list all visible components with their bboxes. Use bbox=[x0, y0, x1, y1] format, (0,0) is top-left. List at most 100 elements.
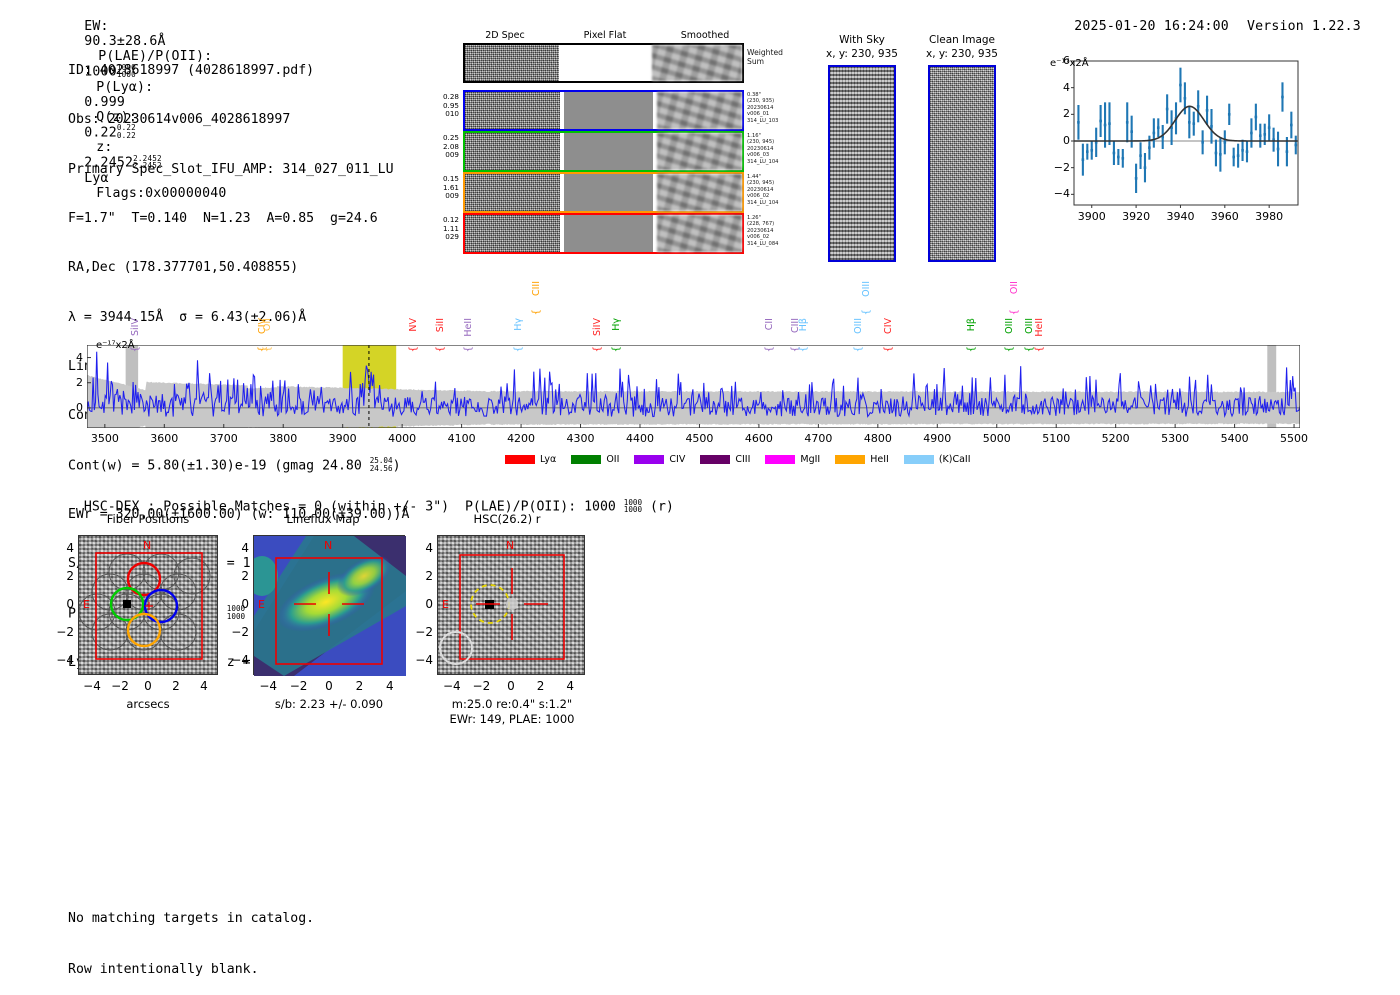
hsc-dex-summary: HSC-DEX : Possible Matches = 0 (within +… bbox=[83, 497, 674, 515]
spectrum-xtick: 5200 bbox=[1101, 432, 1130, 445]
emission-line-label-oii: OII bbox=[1008, 281, 1020, 295]
panel-xtick: 0 bbox=[507, 679, 515, 693]
panel-ytick: −2 bbox=[56, 625, 74, 639]
lineflux-map-image[interactable]: N E bbox=[253, 535, 406, 676]
spectrum-ytick: 4 bbox=[76, 350, 83, 364]
emission-line-brace: { bbox=[408, 346, 420, 353]
info-seeing: F=1.7" T=0.140 N=1.23 A=0.85 g=24.6 bbox=[68, 210, 378, 226]
legend-swatch bbox=[634, 454, 665, 464]
legend-item[interactable]: (K)CaII bbox=[903, 454, 971, 465]
fit-xtick: 3940 bbox=[1166, 210, 1195, 223]
panel-xlabel-fiber-positions: arcsecs bbox=[126, 697, 170, 711]
full-spectrum-svg bbox=[86, 344, 1301, 441]
fiber-strip-2[interactable] bbox=[463, 131, 744, 172]
spectrum-xtick: 4000 bbox=[388, 432, 417, 445]
fiber-meta-4: 1.26" (228, 767) 20230614 v006_02 314_LU_0… bbox=[747, 215, 779, 247]
emission-line-brace: { bbox=[1008, 309, 1020, 316]
full-spectrum-plot[interactable] bbox=[86, 344, 1301, 441]
weighted-sum-label: Weighted Sum bbox=[747, 48, 783, 66]
qz-label: Q(z): bbox=[96, 109, 137, 125]
timestamp: 2025-01-20 16:24:00 bbox=[1074, 19, 1229, 34]
emission-line-label-hγ: Hγ bbox=[611, 318, 623, 331]
fiber-positions-image[interactable]: N E bbox=[78, 535, 218, 675]
emission-line-label-hγ: Hγ bbox=[512, 318, 524, 331]
cutout-coords-clean: x, y: 230, 935 bbox=[926, 48, 998, 60]
legend-item[interactable]: CIV bbox=[634, 454, 685, 465]
plya-label: P(Lyα): bbox=[96, 79, 154, 95]
info-ewr: EWr = 320.00(±1600.00) (w: 110.00(±39.00… bbox=[68, 507, 410, 522]
spectrum-xtick: 4200 bbox=[507, 432, 536, 445]
spectrum-xtick: 4400 bbox=[625, 432, 654, 445]
footer-note: No matching targets in catalog. Row inte… bbox=[68, 876, 314, 995]
legend-item[interactable]: OII bbox=[571, 454, 619, 465]
legend-swatch bbox=[505, 454, 535, 464]
hsc-plae-fraction: 1000 1000 bbox=[623, 497, 643, 515]
hsc-image-overlay bbox=[439, 554, 565, 665]
legend-item[interactable]: Lyα bbox=[505, 454, 556, 465]
panel-xlabel-hsc-image: m:25.0 re:0.4" s:1.2" bbox=[451, 697, 573, 711]
timestamp-version: 2025-01-20 16:24:00 Version 1.22.3 bbox=[1058, 4, 1361, 34]
hsc-image[interactable]: N E bbox=[437, 535, 585, 675]
gmag-fraction: 25.04 24.56 bbox=[369, 456, 393, 473]
line-fit-svg bbox=[1071, 60, 1299, 208]
fiber-strip-1[interactable] bbox=[463, 90, 744, 131]
fiber-meta-2: 1.16" (230, 945) 20230614 v006_03 314_LU_1… bbox=[747, 133, 779, 165]
cutout-image-clean[interactable] bbox=[928, 65, 996, 262]
emission-line-brace: { bbox=[860, 309, 872, 316]
emission-line-brace: { bbox=[435, 346, 447, 353]
col-title-smoothed: Smoothed bbox=[680, 30, 730, 41]
panel-ytick: −2 bbox=[415, 625, 433, 639]
info-primary-spec: Primary Spec_Slot_IFU_AMP: 314_027_011_L… bbox=[68, 161, 394, 177]
fit-xtick: 3980 bbox=[1255, 210, 1284, 223]
spectrum-xtick: 3900 bbox=[328, 432, 357, 445]
weighted-sum-strip bbox=[463, 43, 744, 83]
legend-item[interactable]: MgII bbox=[765, 454, 820, 465]
z-species: Lyα bbox=[84, 170, 109, 186]
panel-xtick: 0 bbox=[144, 679, 152, 693]
spectrum-xtick: 5100 bbox=[1042, 432, 1071, 445]
emission-line-brace: { bbox=[592, 346, 604, 353]
legend-swatch bbox=[571, 454, 602, 464]
emission-line-label-ciii: CIII bbox=[531, 281, 543, 297]
spectrum-xtick: 4500 bbox=[685, 432, 714, 445]
emission-line-brace: { bbox=[882, 346, 894, 353]
fit-ytick: 6 bbox=[1063, 54, 1070, 67]
legend-item[interactable]: HeII bbox=[835, 454, 889, 465]
col-title-pixelflat: Pixel Flat bbox=[583, 30, 627, 41]
emission-line-brace: { bbox=[611, 346, 623, 353]
spectrum-ytick: 0 bbox=[76, 400, 83, 414]
emission-line-brace: { bbox=[463, 346, 475, 353]
fit-ytick: 2 bbox=[1063, 107, 1070, 121]
plae-value: 1000 bbox=[84, 64, 117, 80]
compass-e-1: E bbox=[83, 598, 90, 611]
z-value: 2.2452 bbox=[84, 155, 134, 171]
panel-ytick: −4 bbox=[56, 653, 74, 667]
spectrum-xtick: 3600 bbox=[150, 432, 179, 445]
emission-line-label-oiii: OIII bbox=[852, 318, 864, 334]
spectrum-xtick: 4600 bbox=[744, 432, 773, 445]
legend-label: Lyα bbox=[540, 453, 557, 465]
version-label: Version 1.22.3 bbox=[1246, 19, 1361, 34]
spectrum-xtick: 5500 bbox=[1280, 432, 1309, 445]
fiber-strip-4[interactable] bbox=[463, 213, 744, 254]
legend-item[interactable]: CIII bbox=[700, 454, 750, 465]
line-fit-plot[interactable] bbox=[1044, 55, 1302, 227]
panel-xtick: 4 bbox=[200, 679, 208, 693]
emission-line-brace: { bbox=[798, 346, 810, 353]
z-label: z: bbox=[96, 140, 113, 156]
panel-xlabel-lineflux-map: s/b: 2.23 +/- 0.090 bbox=[274, 697, 384, 711]
compass-n-2: N bbox=[324, 539, 333, 552]
fit-xtick: 3900 bbox=[1077, 210, 1106, 223]
panel-xtick: 0 bbox=[325, 679, 333, 693]
panel-xtick: 2 bbox=[355, 679, 364, 693]
emission-line-brace: { bbox=[1003, 346, 1015, 353]
emission-line-label-oiii: OIII bbox=[1003, 318, 1015, 334]
cutout-image-with-sky[interactable] bbox=[828, 65, 896, 262]
fiber-strip-3[interactable] bbox=[463, 172, 744, 213]
spectrum-xtick: 3700 bbox=[209, 432, 238, 445]
emission-line-label-oii: OII bbox=[262, 318, 274, 332]
emission-line-brace: { bbox=[965, 346, 977, 353]
info-obs: Obs: 20230614v006_4028618997 bbox=[68, 112, 291, 128]
panel-ytick: −4 bbox=[415, 653, 433, 667]
spectrum-xtick: 4800 bbox=[863, 432, 892, 445]
